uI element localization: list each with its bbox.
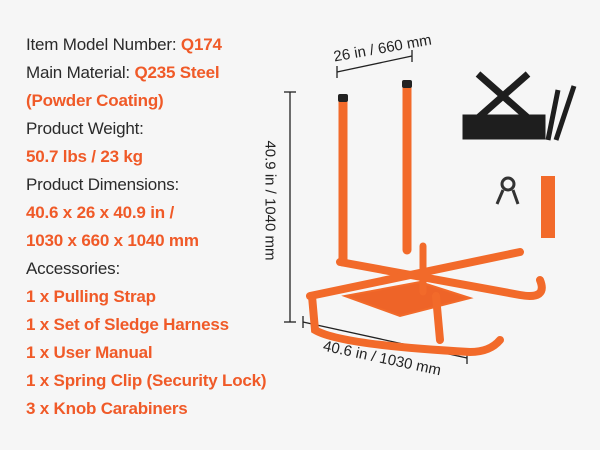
- weight-value: 50.7 lbs / 23 kg: [26, 147, 143, 166]
- weight-sled: [306, 81, 546, 357]
- accessory-item: 1 x User Manual: [26, 343, 153, 362]
- model-number: Item Model Number: Q174: [26, 31, 266, 59]
- height-dimension: 40.9 in / 1040 mm: [261, 140, 279, 261]
- accessory-item: 1 x Pulling Strap: [26, 287, 156, 306]
- dimensions-label: Product Dimensions:: [26, 175, 180, 194]
- spec-list: Item Model Number: Q174 Main Material: Q…: [26, 31, 267, 423]
- dimensions-value-mm: 1030 x 660 x 1040 mm: [26, 231, 199, 250]
- accessory-item: 1 x Spring Clip (Security Lock): [26, 371, 267, 390]
- accessories-label: Accessories:: [26, 259, 120, 278]
- dimensions-value-in: 40.6 x 26 x 40.9 in /: [26, 203, 174, 222]
- spring-clip-icon: [495, 176, 520, 205]
- accessory-item: 1 x Set of Sledge Harness: [26, 315, 229, 334]
- model-label: Item Model Number:: [26, 35, 181, 54]
- harness-icon: [462, 71, 577, 141]
- model-value: Q174: [180, 35, 222, 54]
- sleeve-icon: [541, 176, 555, 238]
- material-value: Q235 Steel: [134, 63, 220, 82]
- accessory-item: 3 x Knob Carabiners: [26, 399, 188, 418]
- weight-label: Product Weight:: [26, 119, 144, 138]
- main-material: Main Material: Q235 Steel: [26, 59, 266, 87]
- material-coating: (Powder Coating): [26, 91, 164, 110]
- post-caps: [338, 80, 412, 102]
- material-label: Main Material:: [26, 63, 135, 82]
